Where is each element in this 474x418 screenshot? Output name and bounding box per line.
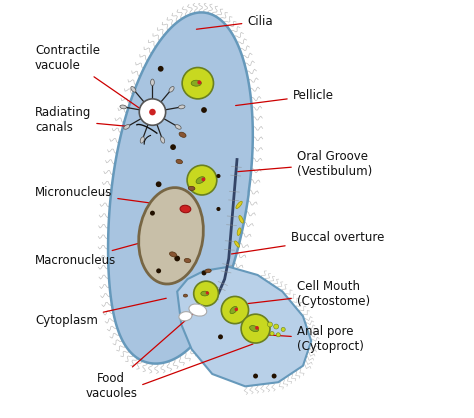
Circle shape bbox=[276, 333, 280, 337]
Circle shape bbox=[187, 165, 217, 195]
Ellipse shape bbox=[239, 216, 244, 223]
Circle shape bbox=[218, 334, 223, 339]
Circle shape bbox=[156, 181, 162, 187]
Ellipse shape bbox=[184, 258, 191, 263]
Ellipse shape bbox=[161, 137, 164, 143]
Text: Micronucleus: Micronucleus bbox=[35, 186, 176, 206]
Circle shape bbox=[216, 207, 220, 211]
Circle shape bbox=[221, 296, 248, 324]
Ellipse shape bbox=[170, 252, 177, 257]
Circle shape bbox=[201, 270, 207, 275]
Ellipse shape bbox=[131, 87, 136, 92]
Circle shape bbox=[197, 80, 201, 84]
Circle shape bbox=[139, 99, 165, 125]
Ellipse shape bbox=[205, 269, 211, 273]
Circle shape bbox=[158, 66, 164, 71]
Circle shape bbox=[156, 268, 161, 273]
Ellipse shape bbox=[196, 177, 205, 184]
Ellipse shape bbox=[201, 291, 209, 296]
Circle shape bbox=[241, 314, 270, 343]
Circle shape bbox=[194, 281, 219, 306]
Ellipse shape bbox=[189, 304, 207, 316]
Text: Macronucleus: Macronucleus bbox=[35, 239, 156, 267]
Ellipse shape bbox=[183, 294, 188, 297]
Ellipse shape bbox=[178, 105, 185, 109]
Text: Contractile
vacuole: Contractile vacuole bbox=[35, 44, 140, 108]
Text: Oral Groove
(Vestibulum): Oral Groove (Vestibulum) bbox=[237, 150, 372, 178]
Circle shape bbox=[267, 322, 273, 327]
Circle shape bbox=[206, 291, 209, 295]
Text: Buccal overture: Buccal overture bbox=[231, 232, 384, 254]
Ellipse shape bbox=[176, 159, 182, 164]
Circle shape bbox=[255, 326, 259, 330]
Ellipse shape bbox=[120, 105, 127, 109]
Circle shape bbox=[149, 109, 156, 115]
Circle shape bbox=[253, 374, 258, 379]
Circle shape bbox=[270, 331, 274, 336]
Ellipse shape bbox=[138, 188, 203, 284]
Ellipse shape bbox=[235, 241, 239, 247]
Circle shape bbox=[272, 374, 277, 379]
Text: Cilia: Cilia bbox=[196, 15, 273, 29]
Circle shape bbox=[235, 308, 238, 311]
Text: Food
vacuoles: Food vacuoles bbox=[85, 308, 200, 400]
Text: Cell Mouth
(Cytostome): Cell Mouth (Cytostome) bbox=[248, 280, 370, 308]
Ellipse shape bbox=[169, 87, 174, 92]
Ellipse shape bbox=[175, 125, 181, 129]
Polygon shape bbox=[108, 13, 253, 364]
Ellipse shape bbox=[236, 201, 242, 209]
Ellipse shape bbox=[230, 306, 237, 314]
Ellipse shape bbox=[151, 79, 155, 86]
Circle shape bbox=[273, 324, 279, 329]
Ellipse shape bbox=[179, 312, 192, 321]
Circle shape bbox=[182, 68, 213, 99]
Text: Pellicle: Pellicle bbox=[236, 89, 334, 105]
Ellipse shape bbox=[250, 326, 259, 331]
Ellipse shape bbox=[237, 228, 241, 235]
Ellipse shape bbox=[179, 132, 186, 138]
Text: Anal pore
(Cytoproct): Anal pore (Cytoproct) bbox=[269, 325, 364, 353]
Ellipse shape bbox=[191, 80, 201, 86]
Circle shape bbox=[170, 144, 176, 150]
Circle shape bbox=[281, 327, 285, 331]
Text: Radiating
canals: Radiating canals bbox=[35, 106, 127, 134]
Polygon shape bbox=[177, 267, 311, 386]
Circle shape bbox=[216, 174, 220, 178]
Ellipse shape bbox=[124, 125, 130, 129]
Circle shape bbox=[174, 255, 180, 261]
Ellipse shape bbox=[180, 205, 191, 213]
Ellipse shape bbox=[140, 137, 145, 143]
Ellipse shape bbox=[188, 186, 195, 191]
Circle shape bbox=[150, 211, 155, 216]
Text: Cytoplasm: Cytoplasm bbox=[35, 298, 166, 327]
Circle shape bbox=[201, 178, 205, 181]
Circle shape bbox=[201, 107, 207, 113]
